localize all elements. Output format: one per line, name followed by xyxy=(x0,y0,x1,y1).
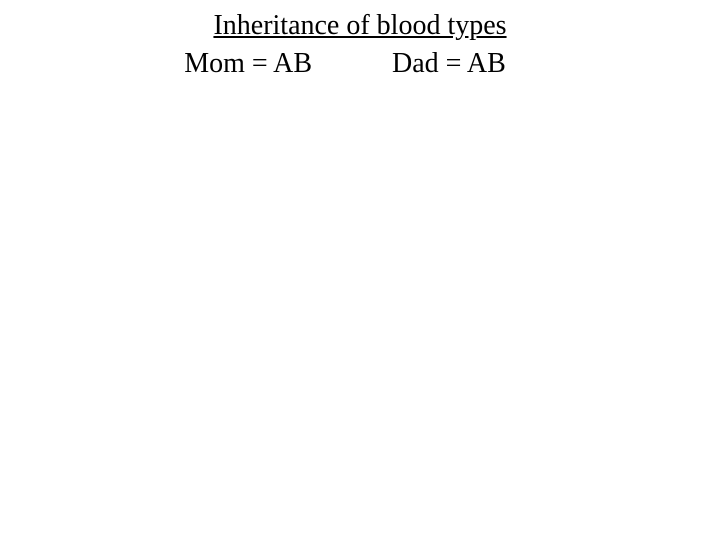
parent-mom-label: Mom = AB xyxy=(184,48,312,80)
parent-dad-label: Dad = AB xyxy=(392,48,506,80)
parents-row: Mom = AB Dad = AB xyxy=(0,48,720,80)
page-title: Inheritance of blood types xyxy=(213,10,506,42)
